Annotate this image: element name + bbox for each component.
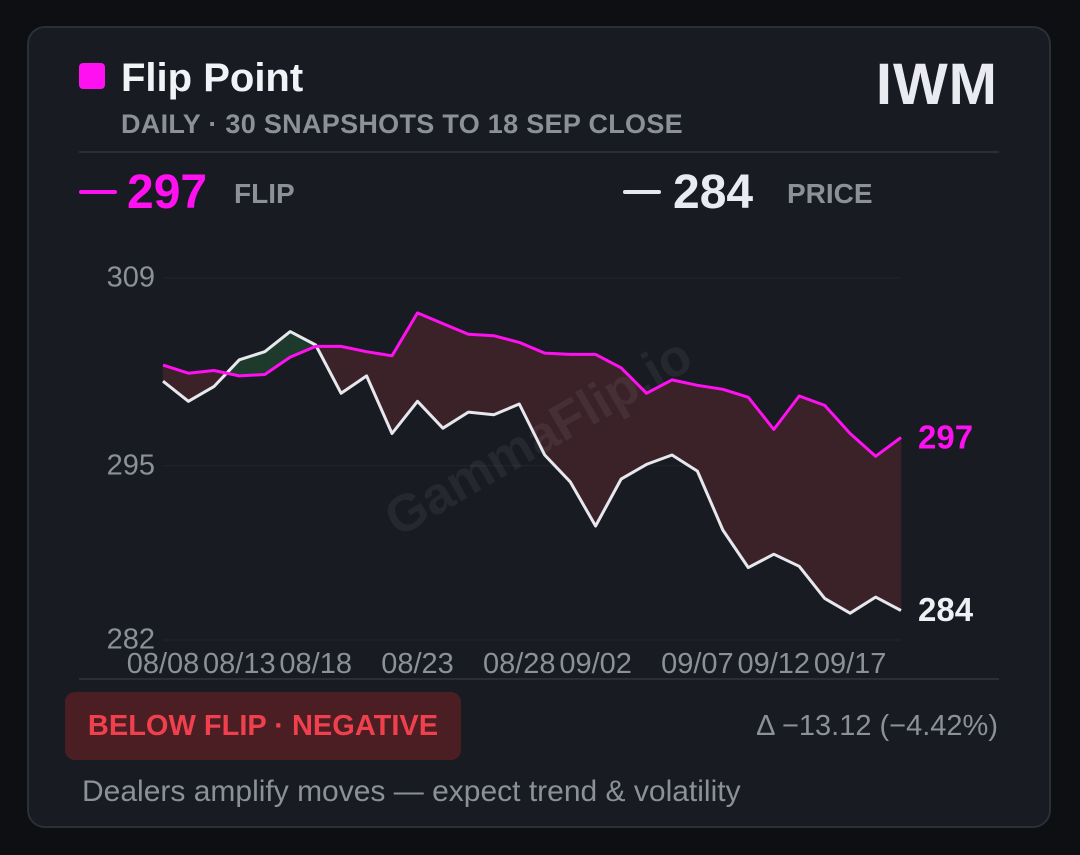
ticker-symbol: IWM (875, 52, 998, 117)
card-title: Flip Point (121, 56, 304, 100)
flip-value: 297 (127, 166, 208, 219)
x-tick-label: 08/18 (279, 648, 352, 680)
negative-gamma-fill (798, 395, 825, 600)
flip-legend-swatch (79, 63, 105, 89)
price-flip-delta: Δ −13.12 (−4.42%) (756, 710, 998, 742)
flip-dash-icon (79, 190, 117, 194)
x-tick-label: 09/17 (814, 648, 887, 680)
regime-note: Dealers amplify moves — expect trend & v… (82, 775, 741, 808)
y-tick-label: 309 (107, 262, 155, 294)
price-end-label: 284 (918, 591, 974, 628)
x-tick-label: 09/12 (737, 648, 810, 680)
negative-gamma-fill (442, 323, 469, 429)
y-tick-label: 282 (107, 624, 155, 656)
flip-label: FLIP (234, 178, 295, 209)
header-divider (79, 151, 999, 153)
x-tick-label: 08/23 (381, 648, 454, 680)
x-tick-label: 09/02 (559, 648, 632, 680)
regime-badge: BELOW FLIP · NEGATIVE (65, 692, 461, 760)
card-subtitle: DAILY · 30 SNAPSHOTS TO 18 SEP CLOSE (121, 109, 683, 139)
negative-gamma-fill (824, 404, 851, 614)
negative-gamma-fill (849, 432, 876, 614)
negative-gamma-fill (697, 384, 724, 531)
x-tick-label: 08/13 (203, 648, 276, 680)
flip-end-label: 297 (918, 418, 973, 455)
negative-gamma-fill (417, 312, 444, 429)
positive-gamma-fill (264, 331, 291, 376)
x-tick-label: 08/28 (483, 648, 556, 680)
negative-gamma-fill (188, 370, 215, 402)
footer-divider (79, 678, 999, 680)
price-dash-icon (623, 190, 661, 194)
price-value: 284 (673, 166, 754, 219)
price-line (162, 330, 902, 615)
y-tick-label: 295 (107, 449, 155, 481)
x-tick-label: 08/08 (127, 648, 200, 680)
price-label: PRICE (787, 178, 873, 209)
negative-gamma-fill (468, 333, 495, 416)
flip-line (162, 311, 902, 458)
negative-gamma-fill (773, 395, 800, 567)
negative-gamma-fill (722, 388, 749, 569)
negative-gamma-fill (493, 335, 520, 416)
negative-gamma-fill (875, 436, 902, 612)
x-tick-label: 09/07 (661, 648, 734, 680)
